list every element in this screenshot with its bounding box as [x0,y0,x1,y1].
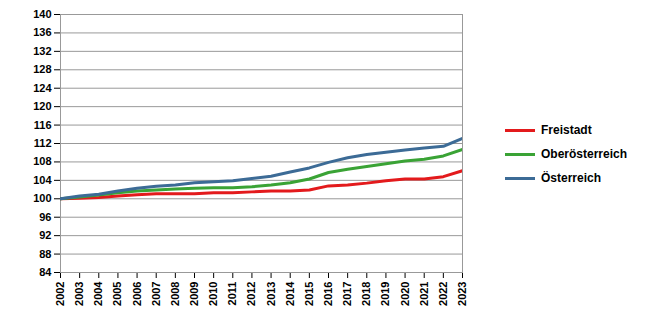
svg-text:2013: 2013 [265,282,277,306]
svg-text:2007: 2007 [150,282,162,306]
svg-text:2002: 2002 [54,282,66,306]
svg-text:136: 136 [33,26,51,38]
svg-text:132: 132 [33,45,51,57]
svg-text:2021: 2021 [418,282,430,306]
svg-text:2023: 2023 [456,282,468,306]
svg-text:84: 84 [39,266,52,278]
svg-text:2011: 2011 [226,282,238,306]
svg-text:100: 100 [33,192,51,204]
svg-text:2009: 2009 [188,282,200,306]
svg-text:104: 104 [33,174,52,186]
html-text:Freistadt: Freistadt [541,123,592,137]
svg-text:92: 92 [39,229,51,241]
svg-text:96: 96 [39,211,51,223]
svg-text:120: 120 [33,100,51,112]
html-text:Oberösterreich: Oberösterreich [541,147,627,161]
svg-text:2019: 2019 [379,282,391,306]
svg-text:2018: 2018 [360,282,372,306]
svg-text:2005: 2005 [111,282,123,306]
svg-text:2016: 2016 [322,282,334,306]
svg-text:2004: 2004 [92,281,104,306]
svg-text:2014: 2014 [284,281,296,306]
svg-text:2022: 2022 [437,282,449,306]
svg-text:2020: 2020 [399,282,411,306]
svg-text:108: 108 [33,155,51,167]
svg-text:112: 112 [34,137,52,149]
svg-text:140: 140 [33,8,51,20]
svg-text:2006: 2006 [131,282,143,306]
svg-text:128: 128 [33,63,51,75]
svg-text:88: 88 [39,248,51,260]
svg-text:2003: 2003 [73,282,85,306]
svg-text:2015: 2015 [303,282,315,306]
svg-text:124: 124 [33,82,52,94]
html-text:Österreich: Österreich [541,171,601,185]
svg-text:2010: 2010 [207,282,219,306]
svg-text:2012: 2012 [245,282,257,306]
svg-text:116: 116 [34,119,52,131]
svg-text:2017: 2017 [341,282,353,306]
svg-text:2008: 2008 [169,282,181,306]
